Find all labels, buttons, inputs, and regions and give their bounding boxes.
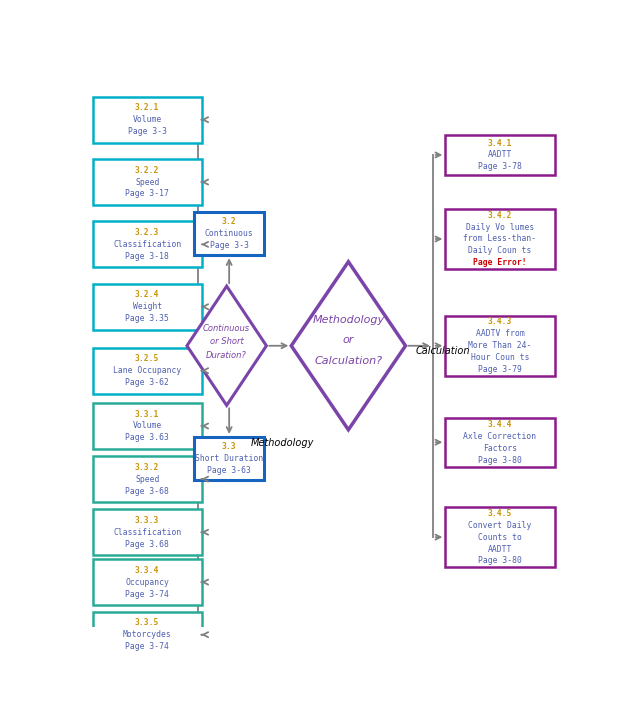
Text: Page 3-63: Page 3-63 [207,466,251,475]
Text: 3.2.3: 3.2.3 [135,228,160,237]
FancyBboxPatch shape [92,348,202,394]
Text: Page 3-3: Page 3-3 [210,241,249,250]
Text: 3.2.5: 3.2.5 [135,354,160,363]
Text: Page Error!: Page Error! [473,258,527,268]
Text: Volume: Volume [133,422,162,430]
Text: Counts to: Counts to [478,533,522,541]
Text: Daily Vo lumes: Daily Vo lumes [466,222,534,232]
FancyBboxPatch shape [445,418,554,467]
Text: Speed: Speed [135,177,160,187]
Text: 3.4.5: 3.4.5 [488,509,512,517]
FancyBboxPatch shape [92,559,202,605]
FancyBboxPatch shape [92,96,202,143]
Text: Short Duration: Short Duration [195,454,263,463]
Text: Page 3-79: Page 3-79 [478,365,522,374]
Text: 3.3.1: 3.3.1 [135,410,160,419]
Text: 3.2.4: 3.2.4 [135,290,160,299]
FancyBboxPatch shape [92,509,202,555]
Text: Page 3.63: Page 3.63 [125,434,169,442]
FancyBboxPatch shape [194,212,264,256]
Text: Classification: Classification [113,240,181,249]
Text: Page 3-74: Page 3-74 [125,589,169,598]
FancyBboxPatch shape [92,403,202,449]
Text: Page 3-68: Page 3-68 [125,486,169,496]
Text: Hour Coun ts: Hour Coun ts [470,353,529,362]
Text: Page 3.35: Page 3.35 [125,314,169,323]
FancyBboxPatch shape [92,159,202,205]
Polygon shape [291,262,406,429]
Text: Continuous: Continuous [204,229,254,238]
Text: AADTT: AADTT [488,151,512,159]
Text: Page 3-18: Page 3-18 [125,252,169,260]
Text: Motorcydes: Motorcydes [123,630,172,639]
FancyBboxPatch shape [445,134,554,175]
Polygon shape [187,286,267,406]
Text: 3.4.3: 3.4.3 [488,318,512,327]
Text: Page 3-74: Page 3-74 [125,642,169,651]
Text: Page 3-78: Page 3-78 [478,163,522,171]
FancyBboxPatch shape [92,284,202,329]
Text: 3.3.4: 3.3.4 [135,566,160,574]
Text: Classification: Classification [113,528,181,536]
Text: 3.3.5: 3.3.5 [135,618,160,627]
Text: Volume: Volume [133,115,162,124]
Text: Axle Correction: Axle Correction [463,432,537,441]
Text: Daily Coun ts: Daily Coun ts [468,246,531,256]
Text: 3.4.1: 3.4.1 [488,139,512,148]
Text: Lane Occupancy: Lane Occupancy [113,366,181,375]
Text: 3.3.2: 3.3.2 [135,463,160,472]
Text: Page 3-3: Page 3-3 [128,127,167,136]
Text: Page 3-17: Page 3-17 [125,189,169,199]
Text: Convert Daily: Convert Daily [468,521,531,529]
Text: 3.2.1: 3.2.1 [135,103,160,113]
Text: 3.4.2: 3.4.2 [488,210,512,220]
Text: Page 3-62: Page 3-62 [125,378,169,387]
FancyBboxPatch shape [92,221,202,268]
Text: 3.3.3: 3.3.3 [135,516,160,524]
Text: or Short: or Short [210,337,244,346]
FancyBboxPatch shape [92,456,202,502]
Text: Factors: Factors [483,444,517,453]
Text: 3.2: 3.2 [222,217,237,226]
Text: Occupancy: Occupancy [125,577,169,586]
FancyBboxPatch shape [194,436,264,480]
Text: Methodology: Methodology [312,315,385,325]
Text: AADTT: AADTT [488,544,512,553]
Text: 3.2.2: 3.2.2 [135,165,160,175]
Text: More Than 24-: More Than 24- [468,341,531,351]
FancyBboxPatch shape [445,508,554,567]
Text: Speed: Speed [135,474,160,484]
Text: Calculation: Calculation [415,346,470,356]
Text: Page 3.68: Page 3.68 [125,540,169,548]
Text: Calculation?: Calculation? [314,356,383,366]
Text: or: or [343,335,354,346]
Text: Page 3-80: Page 3-80 [478,455,522,465]
Text: AADTV from: AADTV from [476,329,524,339]
Text: Methodology: Methodology [251,439,314,448]
FancyBboxPatch shape [445,316,554,375]
Text: Page 3-80: Page 3-80 [478,556,522,565]
Text: 3.4.4: 3.4.4 [488,420,512,429]
Text: Duration?: Duration? [206,351,247,360]
Text: 3.3: 3.3 [222,442,237,451]
FancyBboxPatch shape [92,612,202,658]
Text: from Less-than-: from Less-than- [463,234,537,244]
Text: Continuous: Continuous [203,324,250,333]
Text: Weight: Weight [133,302,162,311]
FancyBboxPatch shape [445,209,554,269]
